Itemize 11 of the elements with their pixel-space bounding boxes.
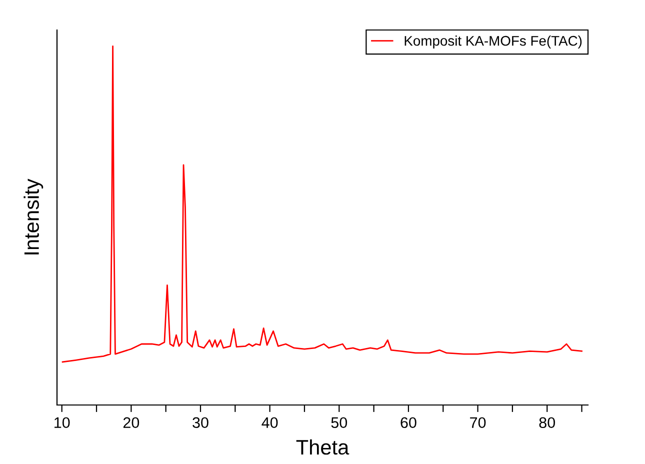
x-tick-label: 70: [470, 417, 486, 428]
x-tick-label: 20: [123, 417, 140, 428]
legend-label: Komposit KA-MOFs Fe(TAC): [404, 36, 582, 49]
x-axis-title: Theta: [296, 439, 350, 455]
y-axis-title: Intensity: [24, 178, 44, 254]
x-tick-label: 40: [262, 417, 278, 428]
x-tick-label: 10: [54, 417, 70, 428]
x-tick-label: 80: [539, 417, 555, 428]
x-tick-label: 60: [400, 417, 416, 428]
x-tick-label: 50: [331, 417, 348, 428]
x-tick-label: 30: [192, 417, 208, 428]
